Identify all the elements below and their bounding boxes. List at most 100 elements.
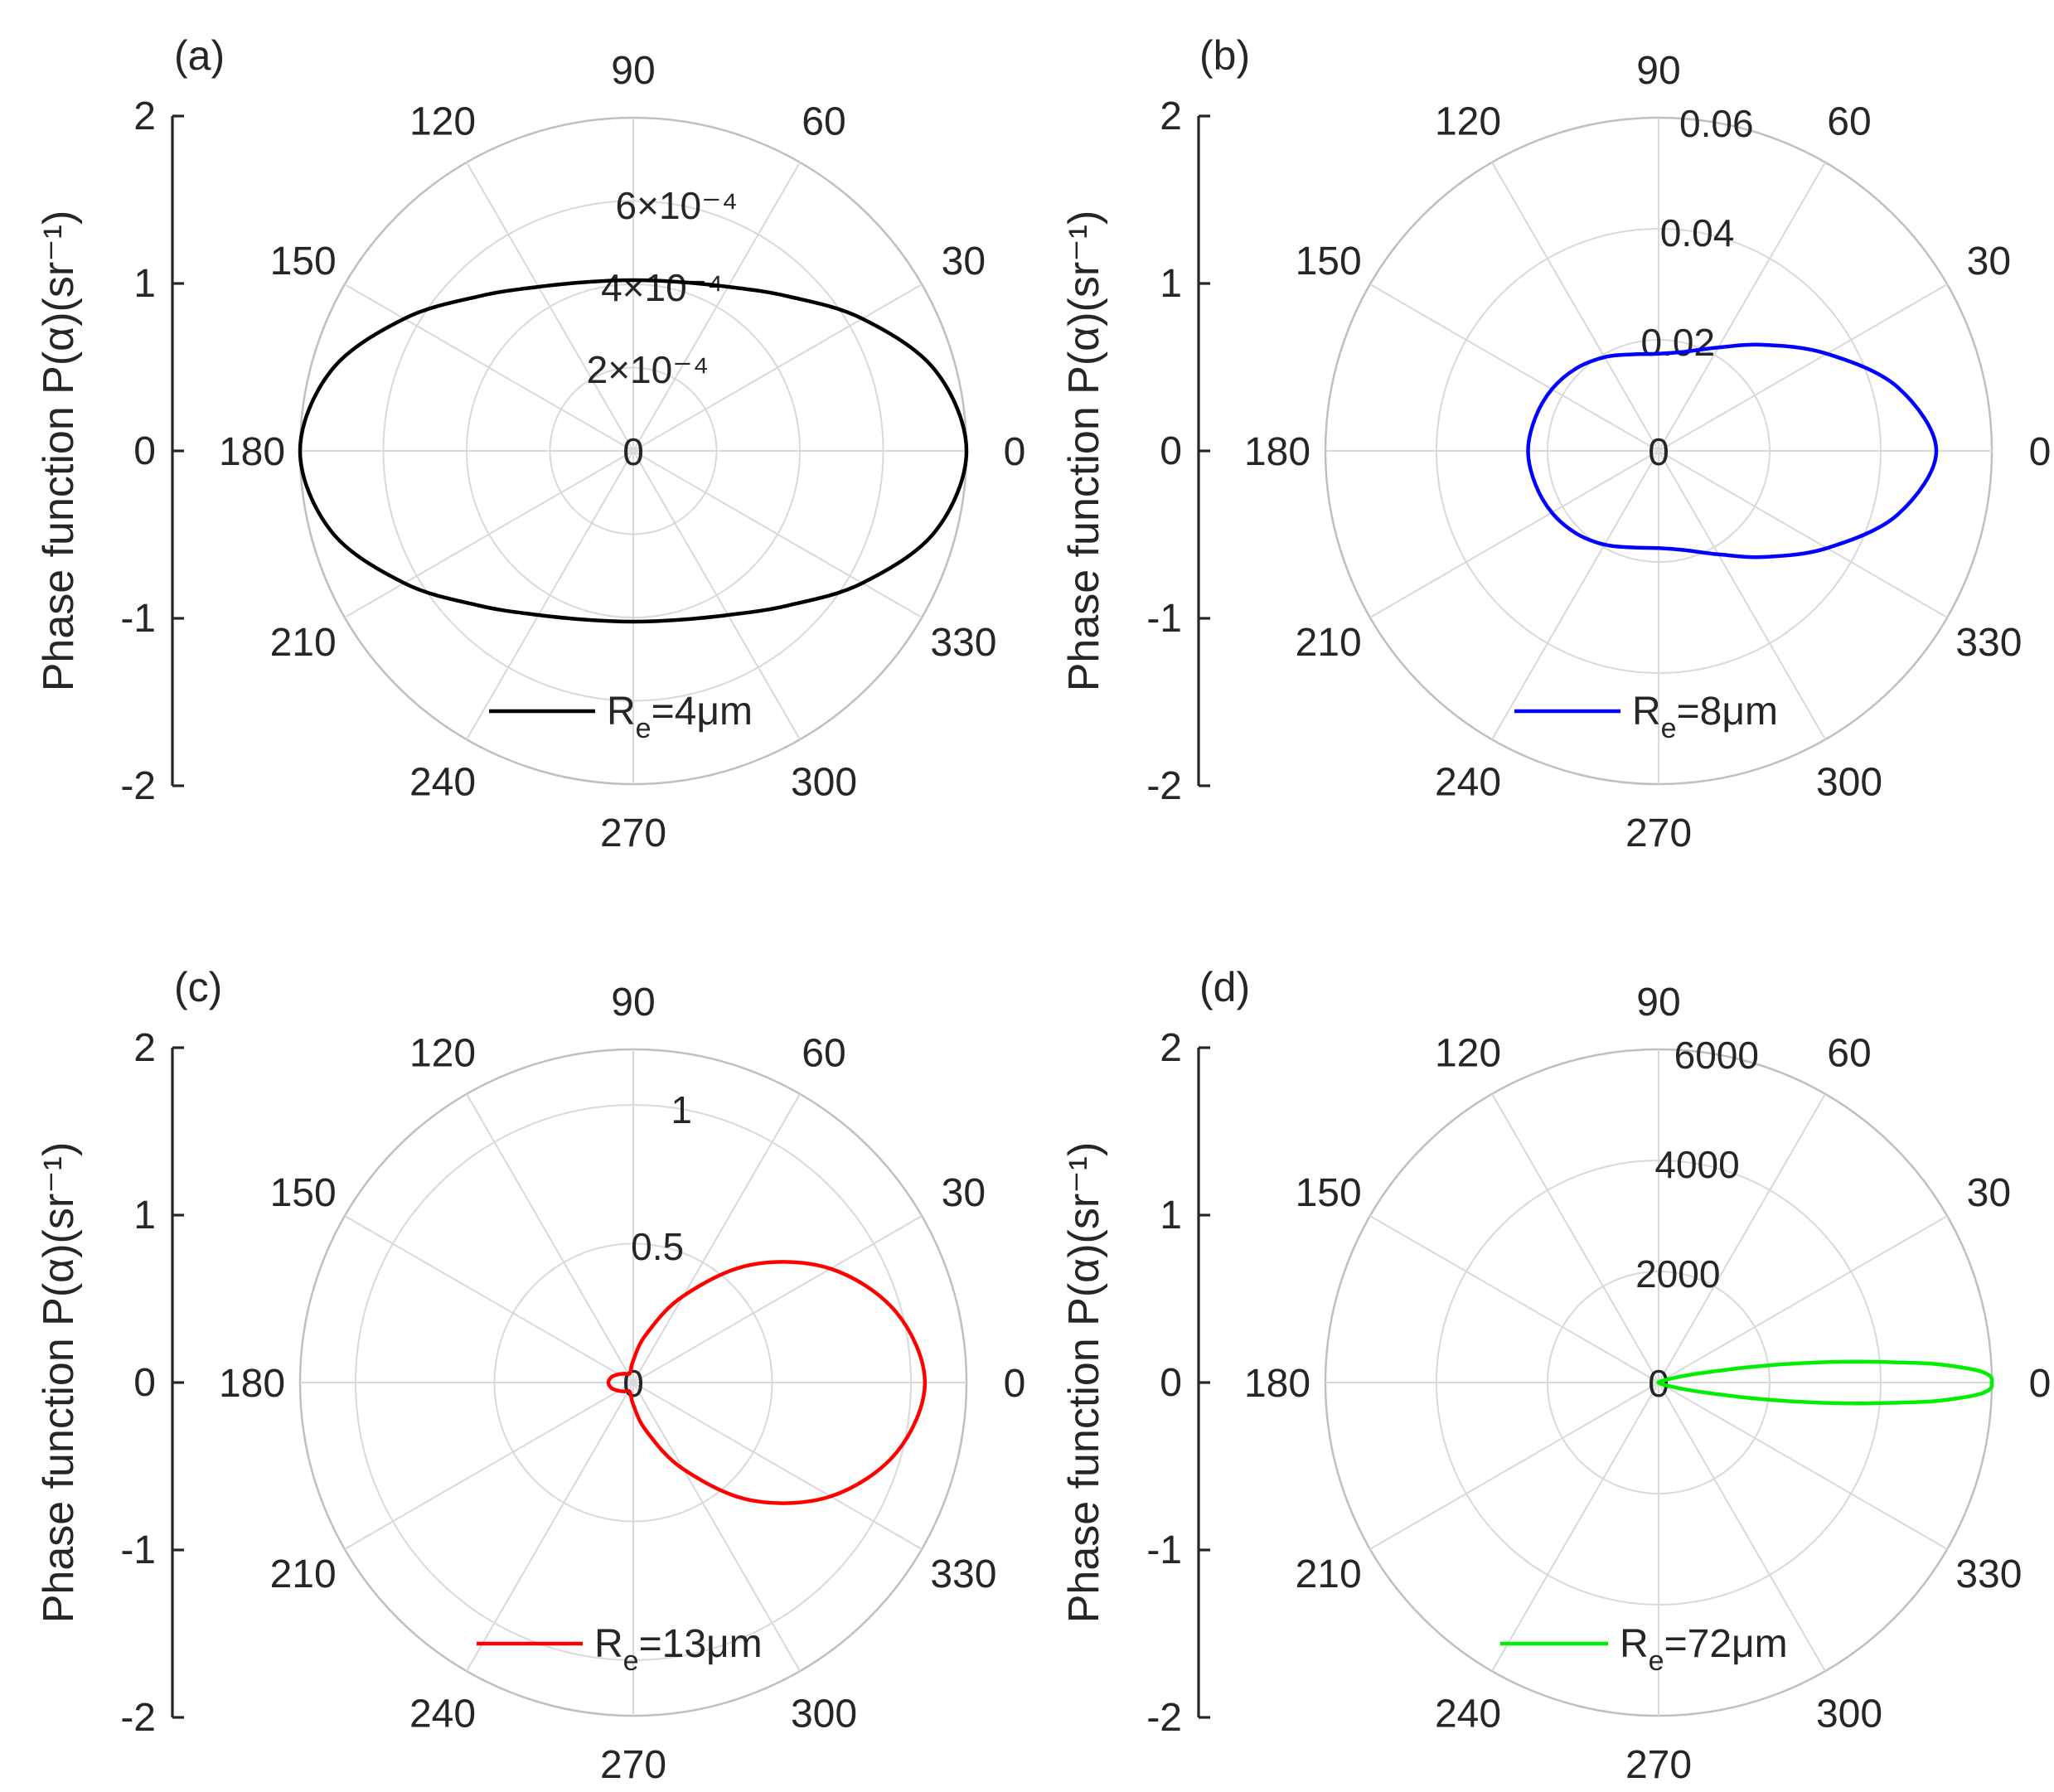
y-tick-label: -2 (120, 1696, 156, 1740)
legend-label: Re=4μm (607, 690, 753, 744)
y-tick-label: 2 (1160, 1026, 1182, 1070)
r-tick-label: 0.04 (1660, 211, 1735, 254)
angle-label: 120 (1435, 100, 1501, 144)
angle-label: 150 (1296, 1171, 1362, 1215)
panel-label: (c) (174, 964, 222, 1010)
y-tick-label: 0 (1160, 429, 1182, 473)
angle-label: 300 (791, 1692, 857, 1736)
angle-label: 90 (1636, 49, 1680, 93)
y-axis-label: Phase function P(α)(sr⁻¹) (35, 1142, 83, 1624)
y-tick-label: 0 (133, 429, 156, 473)
r-tick-label: 0 (622, 1362, 644, 1405)
angle-label: 270 (1625, 811, 1692, 855)
angle-label: 0 (1004, 430, 1026, 474)
angle-label: 180 (1244, 430, 1310, 474)
data-curve (1656, 1359, 1994, 1406)
angle-label: 0 (2029, 430, 2052, 474)
angle-spoke (344, 283, 923, 618)
angle-label: 60 (1827, 1032, 1871, 1076)
y-tick-label: -1 (1146, 1528, 1182, 1572)
angle-label: 60 (802, 100, 845, 144)
angle-label: 240 (409, 760, 476, 804)
r-tick-label: 0 (1648, 430, 1669, 473)
r-tick-label: 6×10⁻⁴ (616, 184, 739, 227)
y-tick-label: -1 (120, 597, 156, 641)
angle-label: 240 (1435, 760, 1501, 804)
panel-label: (b) (1199, 32, 1250, 79)
panel-label: (a) (174, 32, 225, 79)
y-tick-label: 2 (133, 94, 156, 138)
angle-label: 150 (270, 1171, 337, 1215)
legend-label-rest: =13μm (639, 1622, 763, 1666)
y-tick-label: 1 (1160, 1194, 1182, 1237)
angle-label: 30 (942, 240, 986, 283)
r-tick-label: 4000 (1654, 1143, 1739, 1186)
legend-label: Re=13μm (594, 1622, 763, 1677)
angle-label: 180 (219, 1362, 285, 1406)
legend-label-rest: =72μm (1664, 1622, 1788, 1666)
data-curve (1526, 342, 1939, 559)
legend-label-base: R (1620, 1622, 1649, 1666)
legend-label-sub: e (1649, 1645, 1664, 1677)
y-tick-label: -2 (1146, 764, 1182, 808)
legend-label-rest: =8μm (1677, 690, 1778, 734)
angle-label: 330 (930, 621, 996, 665)
y-tick-label: 0 (1160, 1361, 1182, 1405)
y-tick-label: -1 (1146, 597, 1182, 641)
r-tick-label: 6000 (1674, 1034, 1759, 1077)
y-tick-label: 1 (133, 1194, 156, 1237)
legend-label-rest: =4μm (652, 690, 753, 734)
angle-spoke (344, 1215, 923, 1550)
angle-label: 90 (611, 981, 655, 1024)
angle-label: 270 (1625, 1743, 1692, 1787)
angle-label: 330 (930, 1552, 996, 1596)
legend-label-base: R (607, 690, 636, 734)
r-tick-label: 0.5 (631, 1225, 684, 1268)
angle-label: 300 (1816, 1692, 1882, 1736)
y-tick-label: 2 (133, 1026, 156, 1070)
angle-label: 240 (409, 1692, 476, 1736)
angle-label: 90 (611, 49, 655, 93)
y-tick-label: -2 (1146, 1696, 1182, 1740)
angle-label: 240 (1435, 1692, 1501, 1736)
angle-label: 270 (600, 1743, 666, 1787)
angle-label: 210 (1296, 621, 1362, 665)
angle-label: 60 (1827, 100, 1871, 144)
angle-label: 330 (1955, 1552, 2022, 1596)
y-tick-label: 0 (133, 1361, 156, 1405)
y-tick-label: -1 (120, 1528, 156, 1572)
angle-label: 0 (2029, 1362, 2052, 1406)
r-tick-label: 1 (671, 1088, 692, 1131)
data-curve (606, 1260, 928, 1505)
angle-label: 150 (1296, 240, 1362, 283)
legend-label: Re=72μm (1620, 1622, 1788, 1677)
angle-label: 270 (600, 811, 666, 855)
angle-label: 180 (1244, 1362, 1310, 1406)
r-tick-label: 0.02 (1641, 321, 1716, 364)
angle-label: 180 (219, 430, 285, 474)
y-axis-label: Phase function P(α)(sr⁻¹) (1060, 211, 1108, 692)
angle-label: 90 (1636, 981, 1680, 1024)
angle-label: 0 (1004, 1362, 1026, 1406)
r-tick-label: 2000 (1635, 1252, 1720, 1296)
legend-label-base: R (1632, 690, 1661, 734)
y-tick-label: 1 (133, 262, 156, 306)
angle-label: 120 (409, 1032, 476, 1076)
legend-label-sub: e (623, 1645, 639, 1677)
r-tick-label: 0 (622, 430, 644, 473)
angle-label: 30 (1967, 1171, 2011, 1215)
angle-label: 210 (270, 1552, 337, 1596)
angle-label: 30 (942, 1171, 986, 1215)
y-tick-label: -2 (120, 764, 156, 808)
angle-label: 210 (270, 621, 337, 665)
angle-label: 150 (270, 240, 337, 283)
legend-label-base: R (594, 1622, 623, 1666)
r-tick-label: 2×10⁻⁴ (587, 348, 710, 391)
angle-label: 300 (1816, 760, 1882, 804)
